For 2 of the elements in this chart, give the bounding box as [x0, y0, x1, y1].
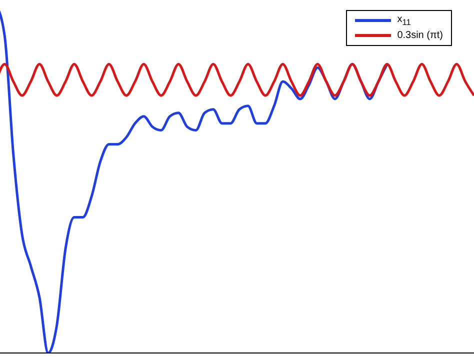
legend-label: 0.3sin (πt) — [397, 30, 443, 41]
legend-label: x$_{11}$ — [397, 14, 411, 27]
